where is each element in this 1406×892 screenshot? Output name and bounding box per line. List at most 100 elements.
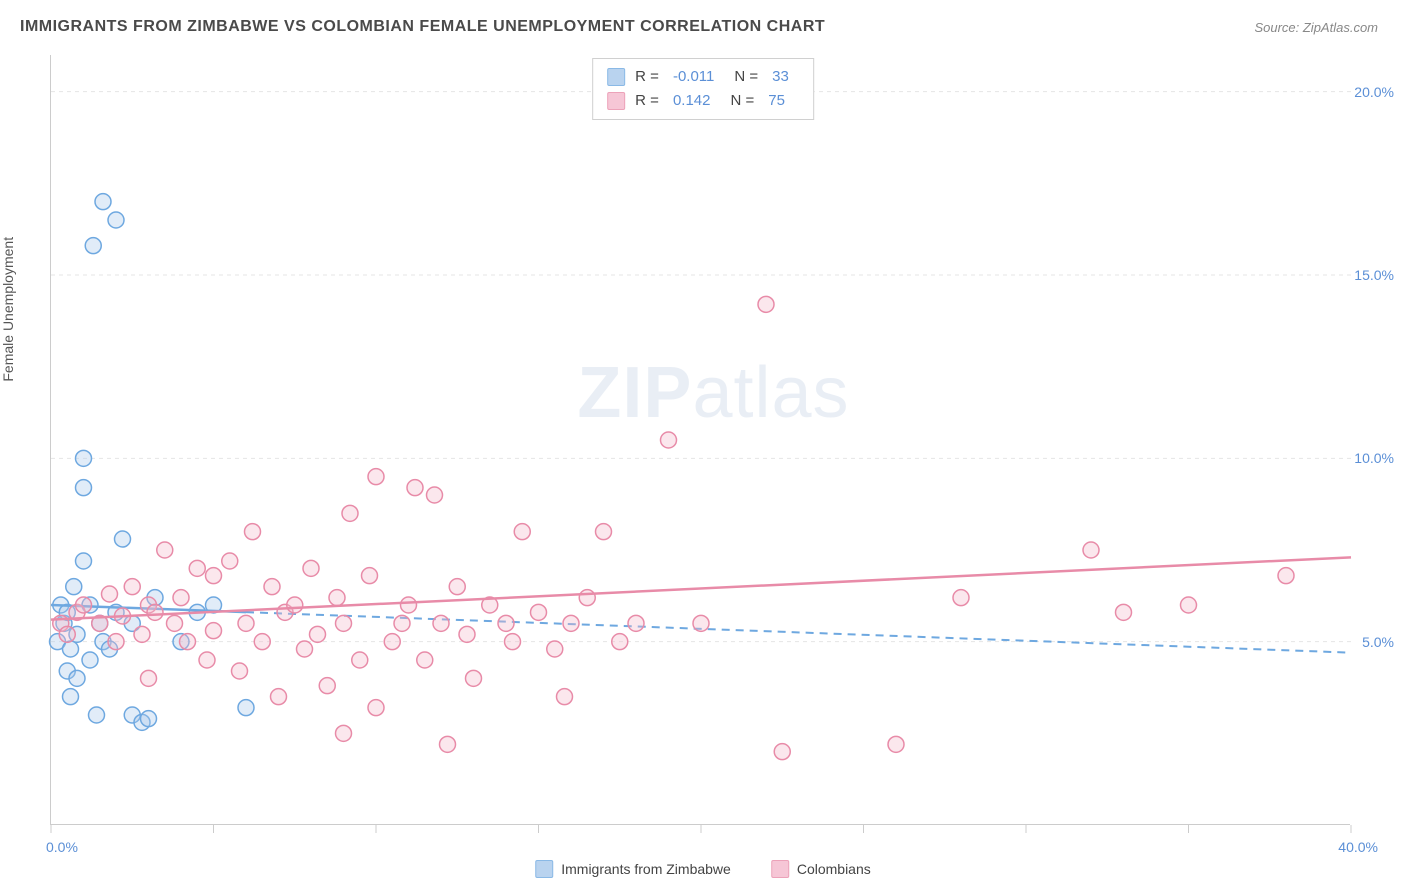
bottom-legend: Immigrants from Zimbabwe Colombians bbox=[535, 860, 871, 878]
data-point-colombians bbox=[888, 736, 904, 752]
stats-legend-box: R = -0.011 N = 33R = 0.142 N = 75 bbox=[592, 58, 814, 120]
stats-n-value-zimbabwe: 33 bbox=[772, 65, 789, 89]
data-point-colombians bbox=[498, 615, 514, 631]
data-point-colombians bbox=[124, 579, 140, 595]
data-point-zimbabwe bbox=[66, 579, 82, 595]
data-point-colombians bbox=[157, 542, 173, 558]
legend-swatch-zimbabwe bbox=[535, 860, 553, 878]
data-point-colombians bbox=[189, 560, 205, 576]
data-point-colombians bbox=[336, 725, 352, 741]
chart-title: IMMIGRANTS FROM ZIMBABWE VS COLOMBIAN FE… bbox=[20, 18, 825, 36]
y-tick-label: 20.0% bbox=[1354, 84, 1394, 100]
data-point-colombians bbox=[531, 604, 547, 620]
data-point-colombians bbox=[310, 626, 326, 642]
data-point-colombians bbox=[238, 615, 254, 631]
legend-label-zimbabwe: Immigrants from Zimbabwe bbox=[561, 861, 731, 877]
y-tick-label: 15.0% bbox=[1354, 267, 1394, 283]
data-point-colombians bbox=[76, 597, 92, 613]
legend-item-zimbabwe: Immigrants from Zimbabwe bbox=[535, 860, 731, 878]
data-point-colombians bbox=[199, 652, 215, 668]
data-point-colombians bbox=[59, 626, 75, 642]
data-point-zimbabwe bbox=[95, 194, 111, 210]
data-point-zimbabwe bbox=[76, 450, 92, 466]
data-point-colombians bbox=[264, 579, 280, 595]
data-point-colombians bbox=[287, 597, 303, 613]
data-point-colombians bbox=[368, 469, 384, 485]
stats-r-value-zimbabwe: -0.011 bbox=[673, 65, 714, 89]
data-point-colombians bbox=[953, 590, 969, 606]
trend-line-colombians bbox=[51, 557, 1351, 619]
data-point-colombians bbox=[1181, 597, 1197, 613]
stats-n-value-colombians: 75 bbox=[768, 89, 785, 113]
data-point-colombians bbox=[758, 296, 774, 312]
data-point-colombians bbox=[407, 480, 423, 496]
legend-swatch-colombians bbox=[771, 860, 789, 878]
data-point-colombians bbox=[271, 689, 287, 705]
source-attribution: Source: ZipAtlas.com bbox=[1254, 20, 1378, 35]
data-point-colombians bbox=[319, 678, 335, 694]
data-point-colombians bbox=[774, 744, 790, 760]
data-point-colombians bbox=[167, 615, 183, 631]
data-point-zimbabwe bbox=[63, 641, 79, 657]
data-point-colombians bbox=[108, 634, 124, 650]
data-point-colombians bbox=[449, 579, 465, 595]
data-point-zimbabwe bbox=[238, 700, 254, 716]
data-point-colombians bbox=[466, 670, 482, 686]
stats-n-label: N = bbox=[734, 65, 758, 89]
data-point-colombians bbox=[102, 586, 118, 602]
stats-swatch-colombians bbox=[607, 92, 625, 110]
data-point-colombians bbox=[661, 432, 677, 448]
data-point-colombians bbox=[245, 524, 261, 540]
data-point-zimbabwe bbox=[89, 707, 105, 723]
data-point-colombians bbox=[134, 626, 150, 642]
data-point-colombians bbox=[180, 634, 196, 650]
data-point-colombians bbox=[563, 615, 579, 631]
data-point-colombians bbox=[628, 615, 644, 631]
data-point-colombians bbox=[440, 736, 456, 752]
data-point-colombians bbox=[417, 652, 433, 668]
plot-area: ZIPatlas bbox=[50, 55, 1350, 825]
data-point-zimbabwe bbox=[63, 689, 79, 705]
data-point-colombians bbox=[329, 590, 345, 606]
stats-row-zimbabwe: R = -0.011 N = 33 bbox=[607, 65, 799, 89]
data-point-colombians bbox=[222, 553, 238, 569]
data-point-colombians bbox=[459, 626, 475, 642]
stats-swatch-zimbabwe bbox=[607, 68, 625, 86]
data-point-colombians bbox=[1278, 568, 1294, 584]
data-point-colombians bbox=[1083, 542, 1099, 558]
data-point-colombians bbox=[1116, 604, 1132, 620]
data-point-colombians bbox=[232, 663, 248, 679]
data-point-colombians bbox=[427, 487, 443, 503]
data-point-colombians bbox=[557, 689, 573, 705]
data-point-zimbabwe bbox=[82, 652, 98, 668]
y-tick-label: 5.0% bbox=[1362, 634, 1394, 650]
stats-r-value-colombians: 0.142 bbox=[673, 89, 711, 113]
data-point-colombians bbox=[352, 652, 368, 668]
legend-label-colombians: Colombians bbox=[797, 861, 871, 877]
stats-r-label: R = bbox=[635, 65, 659, 89]
data-point-colombians bbox=[394, 615, 410, 631]
y-axis-label: Female Unemployment bbox=[0, 237, 16, 382]
stats-n-label: N = bbox=[730, 89, 754, 113]
data-point-colombians bbox=[596, 524, 612, 540]
data-point-colombians bbox=[254, 634, 270, 650]
data-point-colombians bbox=[297, 641, 313, 657]
data-point-colombians bbox=[173, 590, 189, 606]
data-point-colombians bbox=[206, 623, 222, 639]
data-point-colombians bbox=[342, 505, 358, 521]
x-axis-min-label: 0.0% bbox=[46, 839, 78, 855]
data-point-zimbabwe bbox=[69, 670, 85, 686]
data-point-colombians bbox=[514, 524, 530, 540]
data-point-zimbabwe bbox=[76, 553, 92, 569]
stats-row-colombians: R =0.142N =75 bbox=[607, 89, 799, 113]
data-point-colombians bbox=[206, 568, 222, 584]
data-point-colombians bbox=[141, 670, 157, 686]
data-point-colombians bbox=[612, 634, 628, 650]
data-point-zimbabwe bbox=[108, 212, 124, 228]
data-point-colombians bbox=[362, 568, 378, 584]
data-point-colombians bbox=[336, 615, 352, 631]
data-point-colombians bbox=[693, 615, 709, 631]
data-point-colombians bbox=[505, 634, 521, 650]
data-point-colombians bbox=[401, 597, 417, 613]
legend-item-colombians: Colombians bbox=[771, 860, 871, 878]
